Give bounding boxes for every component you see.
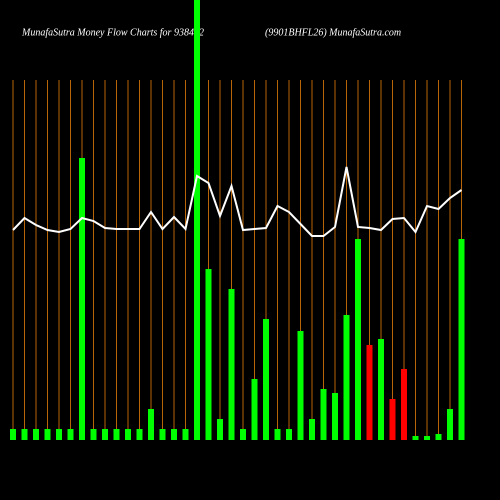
bar <box>33 429 39 440</box>
bar <box>194 0 200 440</box>
bar <box>297 331 304 440</box>
bar <box>79 158 85 440</box>
bar <box>90 429 97 440</box>
bar <box>125 429 131 440</box>
bar <box>228 289 235 440</box>
bar <box>424 436 430 440</box>
bar <box>240 429 246 440</box>
bar <box>136 429 143 440</box>
money-flow-line <box>12 166 463 237</box>
bar <box>44 429 51 440</box>
bar <box>309 419 315 440</box>
bar <box>355 239 361 440</box>
bar <box>67 429 74 440</box>
bar <box>274 429 281 440</box>
bar <box>458 239 465 440</box>
bar <box>56 429 62 440</box>
chart-subtitle: (9901BHFL26) MunafaSutra.com <box>265 27 401 38</box>
chart-title: MunafaSutra Money Flow Charts for 938482 <box>21 27 204 38</box>
bar <box>366 345 373 440</box>
bar <box>102 429 108 440</box>
bar <box>435 434 442 440</box>
bar <box>343 315 350 440</box>
bar <box>320 389 327 440</box>
bar <box>171 429 177 440</box>
bar <box>148 409 154 440</box>
bar <box>251 379 258 440</box>
bar <box>217 419 223 440</box>
bar <box>182 429 189 440</box>
bar <box>401 369 407 440</box>
bar <box>10 429 16 440</box>
bar <box>205 269 212 440</box>
bar <box>263 319 269 440</box>
bar <box>159 429 166 440</box>
bar <box>21 429 28 440</box>
bar <box>447 409 453 440</box>
bar <box>389 399 396 440</box>
bar <box>332 393 338 440</box>
bar <box>412 436 419 440</box>
bar <box>378 339 384 440</box>
bar <box>286 429 292 440</box>
bar <box>113 429 120 440</box>
